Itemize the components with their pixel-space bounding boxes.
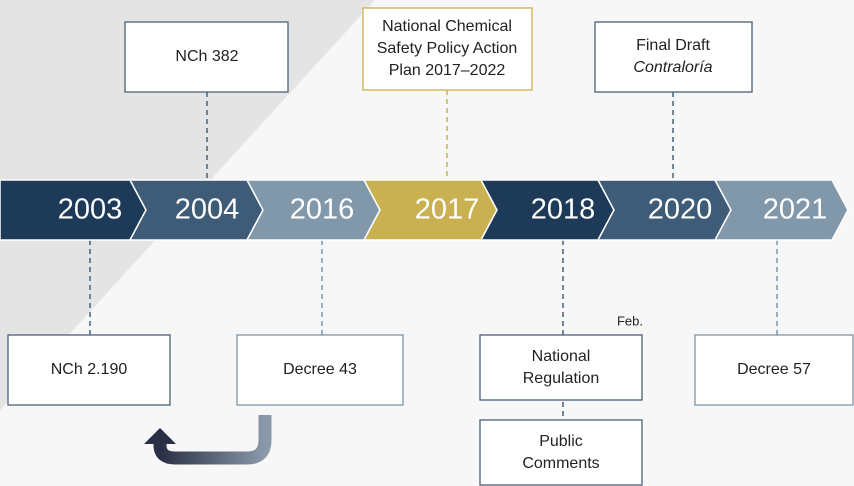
- year-label: 2004: [175, 194, 240, 226]
- event-label: NCh 2.190: [51, 361, 128, 378]
- event-box: [236, 334, 404, 406]
- year-label: 2017: [415, 194, 480, 226]
- event-label: Final Draft: [636, 37, 710, 54]
- year-label: 2003: [58, 194, 123, 226]
- event-label: Safety Policy Action: [377, 40, 518, 57]
- event-label: Contraloría: [633, 59, 712, 76]
- event-box: [7, 334, 171, 406]
- event-box: [594, 21, 753, 93]
- year-label: 2016: [290, 194, 355, 226]
- event-box: [479, 334, 643, 401]
- arrow-head: [144, 428, 176, 444]
- event-box: [124, 21, 289, 93]
- event-label: National: [532, 348, 591, 365]
- event-label: NCh 382: [175, 48, 238, 65]
- year-label: 2021: [763, 194, 828, 226]
- event-label: Public: [539, 433, 583, 450]
- event-note: Feb.: [617, 313, 643, 328]
- event-label: Decree 57: [737, 361, 811, 378]
- event-label: Decree 43: [283, 361, 357, 378]
- event-label: Regulation: [523, 370, 600, 387]
- year-label: 2020: [648, 194, 713, 226]
- event-label: National Chemical: [382, 18, 512, 35]
- year-chevron: [713, 179, 849, 241]
- arrow: [153, 415, 272, 465]
- event-box: [694, 334, 854, 406]
- year-label: 2018: [531, 194, 596, 226]
- event-box: [362, 7, 533, 91]
- event-label: Plan 2017–2022: [389, 62, 506, 79]
- event-box: [479, 419, 643, 486]
- event-label: Comments: [522, 455, 599, 472]
